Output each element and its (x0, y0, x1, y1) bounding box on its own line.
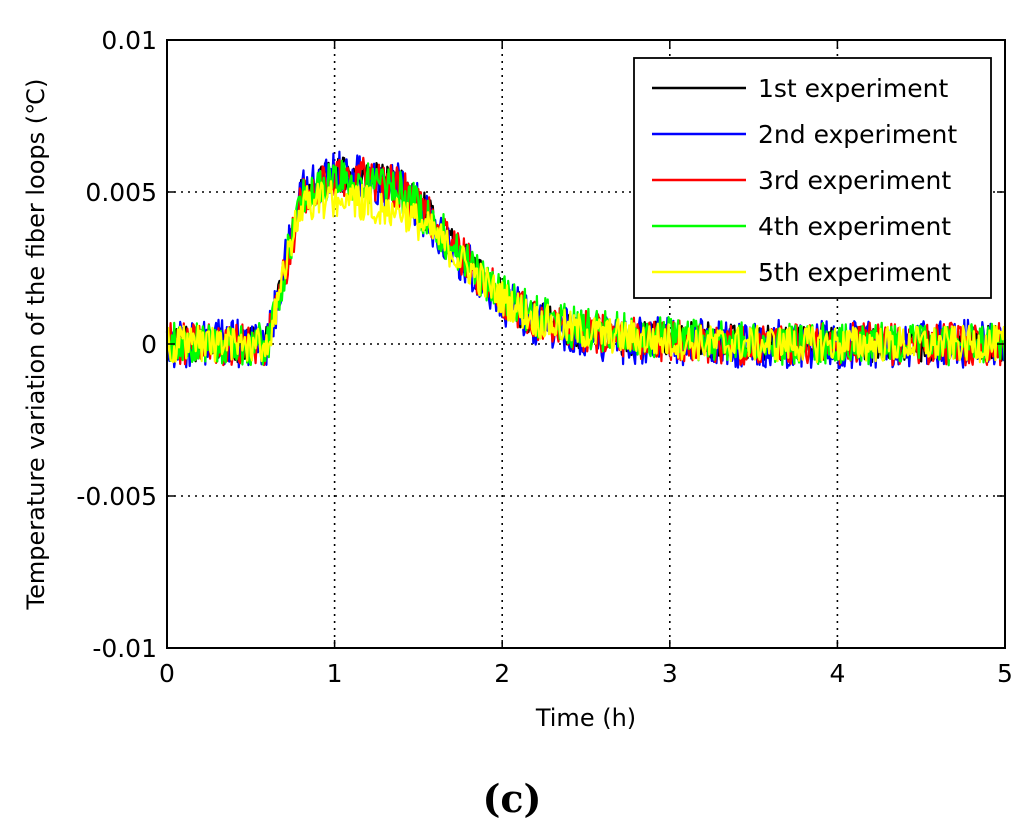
tick-layer: 0 1 2 3 4 5 0.01 0.005 0 -0.005 -0.01 (76, 26, 1013, 688)
y-tick-label: -0.01 (92, 634, 157, 663)
x-tick-label: 5 (997, 659, 1013, 688)
legend-label-4: 4th experiment (758, 212, 951, 241)
y-tick-label: 0 (141, 330, 157, 359)
x-tick-label: 4 (829, 659, 845, 688)
legend-label-1: 1st experiment (758, 74, 948, 103)
series-layer (165, 150, 1007, 370)
y-axis-title: Temperature variation of the fiber loops… (22, 79, 50, 611)
x-tick-label: 2 (494, 659, 510, 688)
figure-caption: (c) (482, 776, 541, 821)
x-axis-title: Time (h) (535, 704, 636, 732)
legend-label-5: 5th experiment (758, 258, 951, 287)
x-tick-label: 1 (327, 659, 343, 688)
legend-box (633, 57, 992, 299)
legend: 1st experiment 2nd experiment 3rd experime… (633, 57, 992, 299)
series-line-5 (165, 180, 1007, 364)
y-tick-label: -0.005 (76, 482, 157, 511)
legend-label-3: 3rd experiment (758, 166, 951, 195)
y-tick-label: 0.005 (85, 178, 157, 207)
x-tick-label: 3 (662, 659, 678, 688)
x-tick-label: 0 (159, 659, 175, 688)
legend-label-2: 2nd experiment (758, 120, 957, 149)
y-tick-label: 0.01 (101, 26, 157, 55)
